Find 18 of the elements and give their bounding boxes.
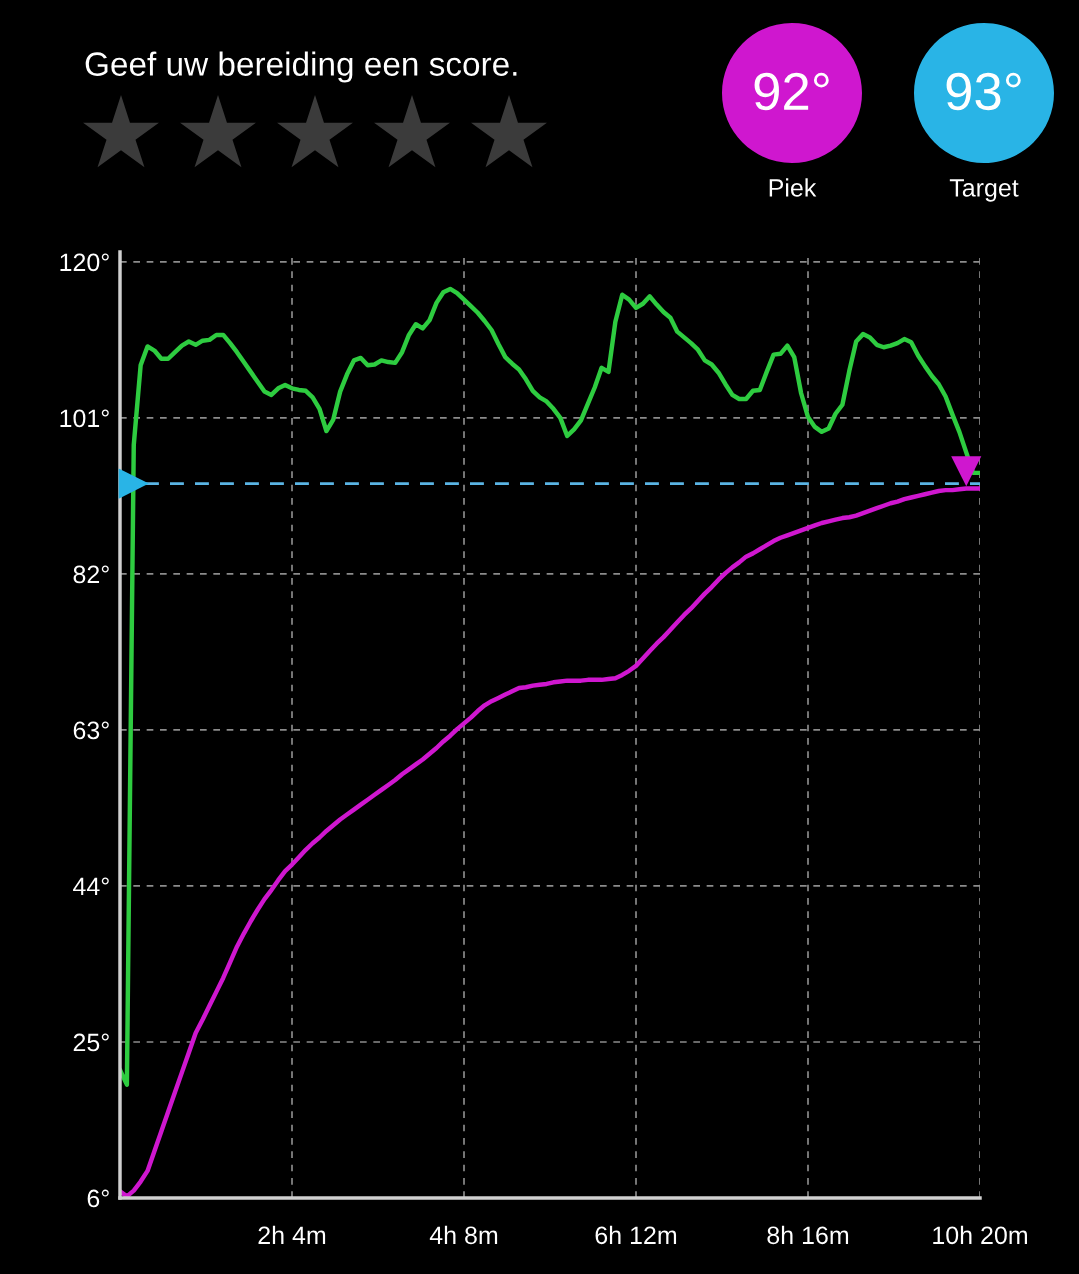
text: 92° bbox=[754, 72, 829, 111]
text: Target bbox=[949, 179, 1019, 202]
y-tick-label: 25° bbox=[73, 1033, 109, 1052]
x-tick-label: 6h 12m bbox=[595, 1225, 677, 1245]
x-tick-label: 4h 8m bbox=[429, 1225, 498, 1245]
text: Piek bbox=[769, 178, 817, 197]
x-tick-label: 2h 4m bbox=[258, 1225, 326, 1244]
x-tick-label: 8h 16m bbox=[767, 1225, 849, 1245]
y-tick-label: 63° bbox=[73, 721, 109, 740]
text: 93° bbox=[946, 72, 1021, 111]
y-tick-label: 6° bbox=[87, 1189, 109, 1208]
x-tick-label: 10h 20m bbox=[933, 1225, 1027, 1245]
y-tick-label: 120° bbox=[60, 253, 109, 272]
text: Geef uw bereiding een score. bbox=[85, 51, 517, 83]
y-tick-label: 44° bbox=[73, 877, 109, 896]
y-tick-label: 101° bbox=[60, 409, 109, 428]
y-tick-label: 82° bbox=[73, 565, 109, 584]
line-series bbox=[120, 286, 980, 1087]
